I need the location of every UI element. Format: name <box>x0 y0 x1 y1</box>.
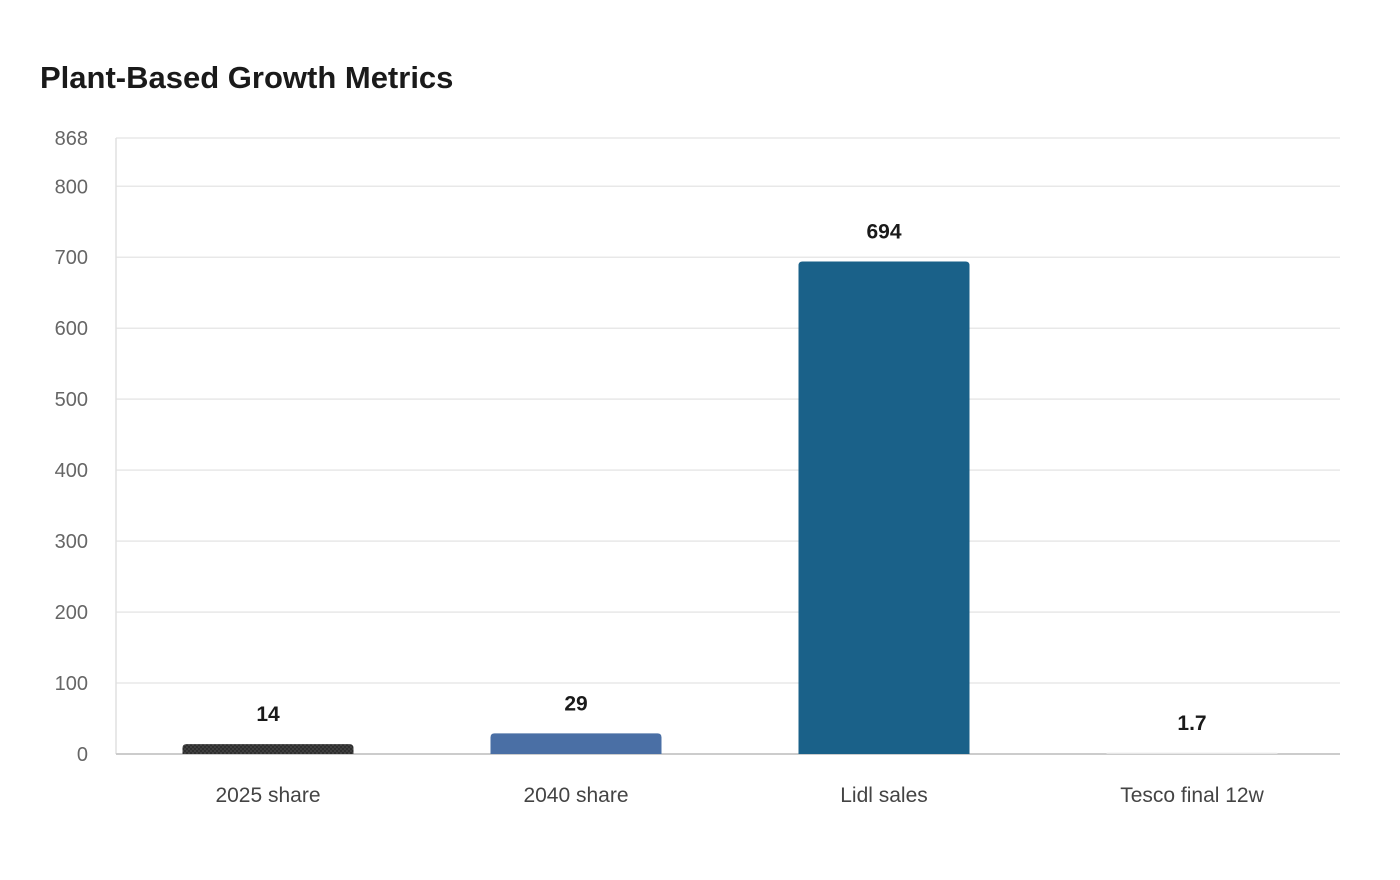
chart-title: Plant-Based Growth Metrics <box>40 60 454 95</box>
y-tick-label: 868 <box>55 128 88 150</box>
bar-lidl-sales[interactable] <box>798 261 970 754</box>
y-tick-label: 800 <box>55 176 88 198</box>
bar-tesco-final-12w[interactable] <box>1106 752 1278 754</box>
bar-2025-share[interactable] <box>182 744 354 754</box>
y-tick-label: 400 <box>55 460 88 482</box>
x-tick-label: Lidl sales <box>840 784 928 807</box>
bar-2040-share[interactable] <box>490 733 662 754</box>
y-tick-label: 600 <box>55 318 88 340</box>
x-tick-label: 2040 share <box>523 784 628 807</box>
y-tick-label: 500 <box>55 389 88 411</box>
y-tick-label: 100 <box>55 673 88 695</box>
axes <box>115 138 1340 755</box>
y-tick-label: 300 <box>55 531 88 553</box>
x-tick-label: Tesco final 12w <box>1120 784 1264 807</box>
y-tick-label: 0 <box>77 744 88 766</box>
labels: 0 100 200 300 400 500 600 700 800 868 14 2025 share… <box>55 128 1265 807</box>
data-label: 1.7 <box>1177 712 1206 735</box>
data-label: 29 <box>564 692 587 715</box>
data-label: 14 <box>256 703 280 726</box>
x-tick-label: 2025 share <box>215 784 320 807</box>
grid-lines <box>116 137 1340 684</box>
y-tick-label: 700 <box>55 247 88 269</box>
data-label: 694 <box>866 220 901 243</box>
bars <box>182 261 1278 754</box>
y-tick-label: 200 <box>55 602 88 624</box>
